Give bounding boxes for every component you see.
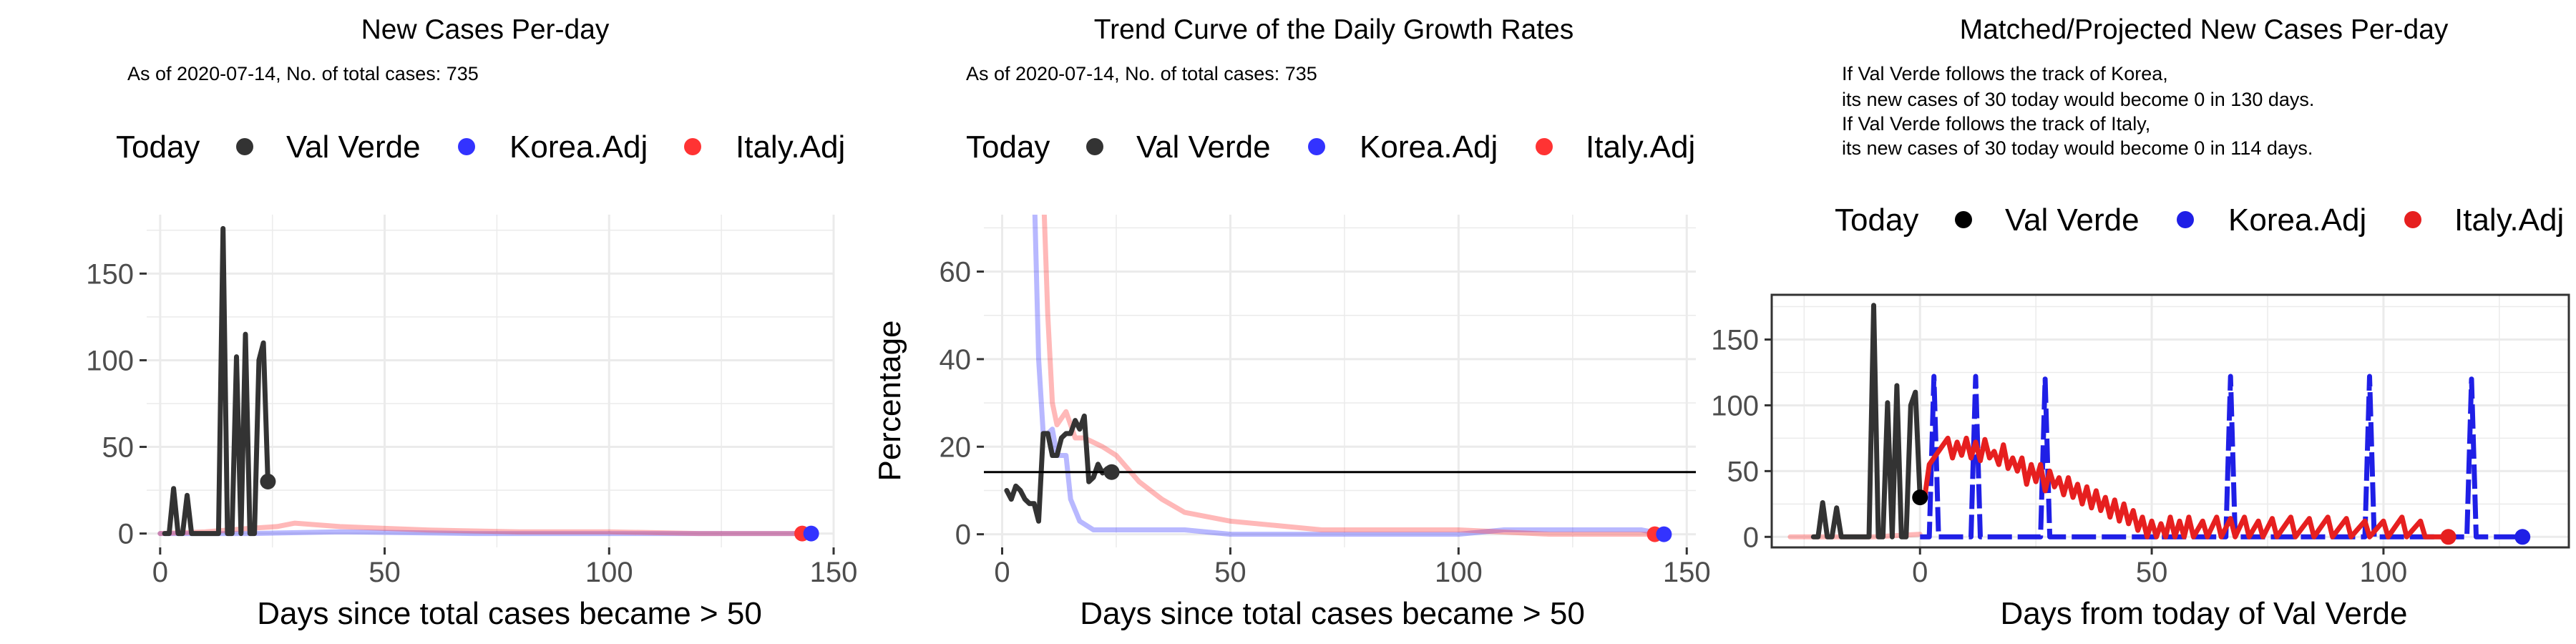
chart-title: New Cases Per-day: [361, 14, 610, 45]
plot-area: 0 50 100 0 50 100 150: [1711, 293, 2570, 588]
series-line-val-verde: [1810, 303, 1923, 540]
y-tick-label: 0: [1743, 522, 1759, 553]
axes: 0 50 100 150 0 50 100 150: [86, 258, 857, 588]
legend-marker-italy: [684, 138, 701, 155]
y-tick-label: 100: [86, 345, 134, 376]
gridlines: [1772, 295, 2569, 547]
y-tick-label: 150: [1711, 325, 1759, 356]
gridlines: [147, 215, 835, 547]
annotation-block: If Val Verde follows the track of Korea,…: [1842, 63, 2314, 159]
legend-label-val-verde: Val Verde: [1136, 130, 1271, 165]
y-tick-label: 0: [955, 519, 971, 551]
panel-border: [1770, 293, 2570, 549]
point-val-verde: [1912, 489, 1928, 506]
x-tick-label: 100: [1435, 557, 1483, 588]
x-tick-label: 100: [2360, 557, 2408, 588]
x-tick-label: 0: [994, 557, 1010, 588]
panel-new-cases: New Cases Per-day As of 2020-07-14, No. …: [86, 14, 857, 631]
legend-title: Today: [116, 130, 200, 165]
legend-label-korea: Korea.Adj: [1360, 130, 1498, 165]
point-italy-adj: [2440, 529, 2457, 545]
legend-marker-korea: [1308, 138, 1325, 155]
legend-label-italy: Italy.Adj: [1586, 130, 1695, 165]
annotation-line: If Val Verde follows the track of Korea,: [1842, 63, 2168, 84]
legend-marker-val-verde: [1955, 211, 1972, 228]
annotation-line: its new cases of 30 today would become 0…: [1842, 137, 2313, 159]
legend-title: Today: [966, 130, 1050, 165]
series-line-italy-adj: [1041, 215, 1658, 537]
y-tick-label: 150: [86, 258, 134, 290]
point-korea-adj: [803, 525, 819, 542]
x-tick-label: 0: [152, 557, 168, 588]
annotation-line: If Val Verde follows the track of Italy,: [1842, 113, 2150, 135]
x-tick-label: 150: [1663, 557, 1711, 588]
x-axis-label: Days from today of Val Verde: [2000, 596, 2407, 631]
series-line-val-verde: [1004, 413, 1115, 524]
x-tick-label: 50: [1214, 557, 1246, 588]
series-layer: [1787, 303, 2523, 540]
legend: Today Val Verde Korea.Adj Italy.Adj: [1835, 203, 2564, 238]
x-axis-label: Days since total cases became > 50: [1080, 596, 1585, 631]
x-tick-label: 150: [810, 557, 858, 588]
point-korea-adj: [1656, 526, 1672, 542]
y-tick-label: 50: [1727, 456, 1760, 487]
x-tick-label: 0: [1912, 557, 1928, 588]
series-layer: [1004, 215, 1667, 537]
legend-label-italy: Italy.Adj: [2454, 203, 2564, 238]
legend-label-val-verde: Val Verde: [286, 130, 421, 165]
legend: Today Val Verde Korea.Adj Italy.Adj: [966, 130, 1695, 165]
y-tick-label: 0: [118, 519, 134, 550]
legend-marker-italy: [2404, 211, 2421, 228]
annotation-line: its new cases of 30 today would become 0…: [1842, 89, 2314, 110]
point-val-verde: [260, 473, 276, 489]
legend-title: Today: [1835, 203, 1918, 238]
legend-label-korea: Korea.Adj: [509, 130, 648, 165]
x-axis-label: Days since total cases became > 50: [257, 596, 762, 631]
series-layer: [157, 225, 814, 537]
plot-area: 0 50 100 150 0 20 40 60: [940, 215, 1711, 588]
panel-growth-rates: Trend Curve of the Daily Growth Rates As…: [872, 14, 1711, 631]
legend-marker-korea: [458, 138, 475, 155]
series-line-val-verde: [162, 225, 270, 537]
y-tick-label: 40: [940, 344, 972, 376]
x-tick-label: 50: [369, 557, 401, 588]
x-tick-label: 50: [2136, 557, 2168, 588]
chart-subtitle: As of 2020-07-14, No. of total cases: 73…: [966, 63, 1317, 84]
chart-title: Trend Curve of the Daily Growth Rates: [1094, 14, 1574, 45]
y-tick-label: 50: [102, 432, 135, 464]
x-tick-label: 100: [585, 557, 633, 588]
plot-background: [1772, 295, 2569, 547]
chart-subtitle: As of 2020-07-14, No. of total cases: 73…: [127, 63, 479, 84]
legend-marker-korea: [2177, 211, 2194, 228]
plot-area: 0 50 100 150 0 50 100 150: [86, 215, 857, 588]
legend-marker-val-verde: [1086, 138, 1103, 155]
series-line-korea-adj: [157, 529, 814, 537]
plot-background: [147, 215, 834, 547]
legend-marker-italy: [1536, 138, 1553, 155]
axes: 0 50 100 150 0 20 40 60: [940, 257, 1711, 588]
chart-title: Matched/Projected New Cases Per-day: [1960, 14, 2449, 45]
legend-marker-val-verde: [236, 138, 253, 155]
gridlines: [984, 215, 1696, 547]
legend-label-val-verde: Val Verde: [2005, 203, 2140, 238]
point-val-verde: [1103, 464, 1120, 480]
panel-projected: Matched/Projected New Cases Per-day If V…: [1711, 14, 2570, 631]
series-line-korea-adj-projected: [1920, 374, 2523, 540]
y-tick-label: 100: [1711, 390, 1759, 421]
series-line-italy-adj-projected: [1917, 435, 2451, 540]
legend: Today Val Verde Korea.Adj Italy.Adj: [116, 130, 845, 165]
y-tick-label: 60: [940, 257, 972, 288]
legend-label-korea: Korea.Adj: [2228, 203, 2366, 238]
legend-label-italy: Italy.Adj: [736, 130, 845, 165]
point-korea-adj: [2514, 529, 2531, 545]
y-axis-label: Percentage: [872, 320, 907, 481]
axes: 0 50 100 0 50 100 150: [1711, 325, 2407, 588]
plot-background: [984, 215, 1696, 547]
y-tick-label: 20: [940, 431, 972, 463]
